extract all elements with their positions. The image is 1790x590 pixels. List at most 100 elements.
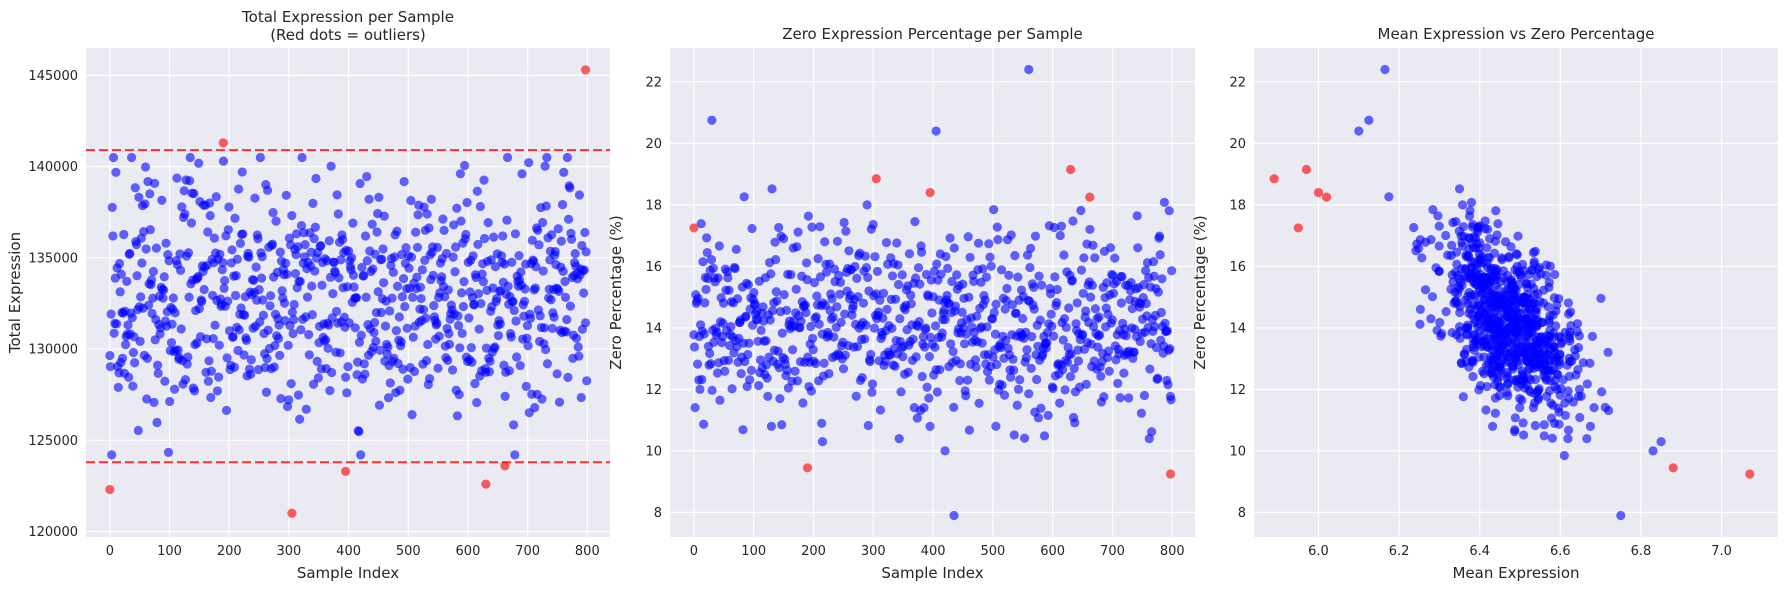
- data-point: [1164, 206, 1174, 216]
- x-tick-label: 7.0: [1711, 544, 1732, 559]
- data-point: [1500, 237, 1511, 247]
- data-point: [158, 293, 168, 303]
- data-point: [1165, 344, 1175, 354]
- data-point: [562, 315, 572, 325]
- data-point: [1094, 312, 1104, 322]
- data-point: [1121, 331, 1131, 341]
- data-point: [758, 302, 768, 312]
- data-point: [1473, 301, 1483, 311]
- data-point: [1575, 412, 1585, 423]
- data-point: [1524, 352, 1534, 363]
- x-tick-label: 400: [921, 544, 946, 559]
- data-point: [906, 290, 916, 300]
- data-point: [903, 367, 913, 377]
- data-point: [1475, 258, 1486, 268]
- data-point: [473, 239, 483, 250]
- data-point: [743, 280, 754, 290]
- data-point: [1544, 282, 1554, 292]
- data-point: [220, 276, 230, 286]
- data-point: [309, 233, 319, 244]
- data-point: [980, 295, 990, 305]
- data-point: [1105, 243, 1116, 253]
- data-point: [1457, 200, 1468, 210]
- data-point: [209, 233, 220, 243]
- data-point: [1517, 366, 1527, 376]
- data-point: [386, 260, 396, 270]
- data-point: [180, 209, 190, 219]
- data-point: [1477, 273, 1487, 283]
- data-point: [1026, 363, 1036, 373]
- data-point: [579, 265, 589, 275]
- data-point: [1574, 384, 1585, 394]
- data-point: [993, 235, 1003, 245]
- data-point: [1010, 251, 1020, 261]
- data-point: [820, 237, 830, 247]
- data-point: [1528, 403, 1538, 413]
- data-point: [1530, 246, 1540, 256]
- x-tick-label: 6.0: [1308, 544, 1329, 559]
- data-point: [412, 242, 423, 253]
- data-point: [1426, 314, 1436, 324]
- data-point: [1539, 420, 1549, 430]
- data-point: [1012, 400, 1022, 410]
- data-point: [383, 393, 394, 403]
- data-point: [495, 319, 505, 329]
- data-point: [1559, 450, 1569, 461]
- data-point: [1108, 288, 1119, 299]
- highlight-points: [707, 64, 1034, 521]
- data-point: [540, 161, 550, 171]
- data-point: [982, 322, 992, 332]
- data-point: [542, 359, 553, 369]
- data-point: [690, 403, 700, 413]
- y-tick-label: 12: [1229, 383, 1246, 398]
- data-point: [230, 290, 241, 301]
- data-point: [362, 171, 372, 182]
- data-point: [408, 292, 418, 302]
- data-point: [142, 394, 152, 404]
- data-point: [324, 236, 334, 246]
- data-point: [1089, 356, 1099, 366]
- data-point: [164, 256, 174, 266]
- data-point: [416, 293, 426, 304]
- data-point: [561, 327, 571, 337]
- data-point: [1107, 315, 1117, 325]
- data-point: [897, 270, 907, 280]
- data-point: [978, 264, 988, 274]
- data-point: [945, 233, 955, 243]
- data-point: [343, 361, 353, 372]
- data-point: [1058, 365, 1068, 375]
- data-point: [1073, 356, 1084, 366]
- data-point: [113, 382, 123, 392]
- data-point: [1073, 345, 1083, 355]
- data-point: [385, 378, 395, 388]
- data-point: [301, 404, 311, 414]
- data-point: [1542, 331, 1552, 341]
- data-point: [1428, 205, 1438, 215]
- data-point: [306, 247, 316, 257]
- data-point: [1081, 306, 1091, 316]
- data-point: [511, 316, 521, 326]
- data-point: [796, 316, 806, 326]
- data-point: [853, 292, 863, 302]
- data-point: [1096, 371, 1106, 381]
- data-point: [1066, 349, 1076, 359]
- data-point: [391, 326, 401, 336]
- data-point: [1133, 243, 1143, 253]
- data-point: [790, 366, 800, 376]
- data-point: [949, 243, 959, 253]
- data-point: [803, 211, 813, 221]
- data-point: [153, 360, 163, 370]
- data-point: [750, 299, 760, 309]
- data-point: [858, 298, 869, 308]
- data-point: [1582, 379, 1592, 389]
- data-point: [890, 361, 900, 371]
- x-tick-label: 700: [1100, 544, 1125, 559]
- data-point: [989, 307, 999, 318]
- data-point: [251, 262, 261, 272]
- data-point: [1451, 217, 1461, 227]
- data-point: [1000, 304, 1010, 314]
- data-point: [433, 363, 443, 373]
- data-point: [546, 295, 556, 305]
- data-point: [277, 286, 287, 296]
- data-point: [210, 320, 220, 330]
